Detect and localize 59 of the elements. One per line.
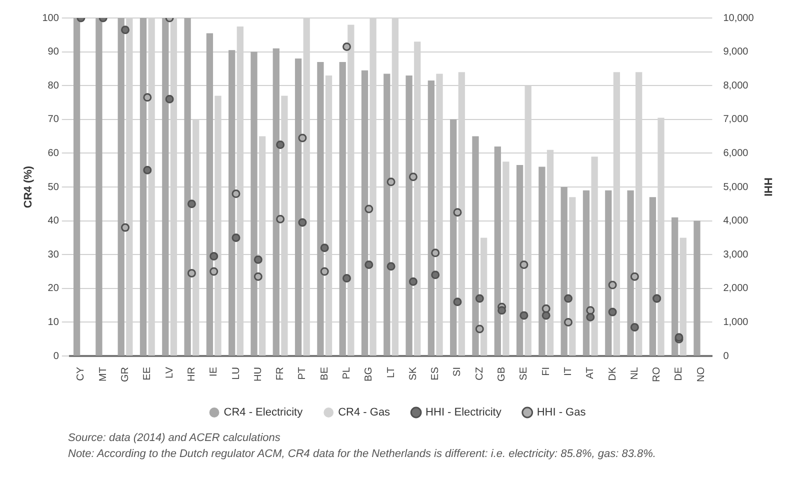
y2-tick-label: 7,000 [723, 114, 749, 126]
x-tick-label: ES [430, 366, 442, 380]
y-tick-label: 30 [48, 249, 60, 260]
x-tick-label: PT [297, 367, 308, 380]
x-tick-label: LU [230, 367, 242, 380]
x-tick-label: BG [364, 366, 375, 382]
x-tick-label: LV [164, 366, 176, 378]
legend-label: HHI - Electricity [426, 406, 502, 419]
text: Note: According to the Dutch regulator ACM, CR4 data for the Netherlands is different: i.e. electricity: 85.8%, gas: 83.8%. [68, 448, 657, 460]
y-axis-title: CR4 (%) [22, 166, 35, 208]
x-tick-label: HR [186, 367, 198, 382]
y2-tick-label: 4,000 [723, 216, 749, 227]
x-tick-label: GB [496, 366, 508, 382]
y2-tick-label: 0 [723, 350, 730, 362]
y2-tick-label: 8,000 [723, 80, 749, 92]
y-tick-label: 70 [48, 114, 60, 126]
y2-tick-label: 1,000 [723, 316, 749, 328]
y-tick-label: 40 [48, 216, 60, 227]
y-tick-label: 20 [48, 283, 60, 294]
x-tick-label: EE [142, 366, 154, 380]
x-tick-label: CY [76, 366, 87, 381]
x-tick-label: FR [275, 367, 286, 380]
y2-tick-label: 2,000 [723, 283, 749, 294]
y-tick-label: 90 [48, 46, 60, 58]
x-tick-label: AT [585, 367, 596, 380]
y2-tick-label: 9,000 [723, 46, 749, 58]
x-tick-label: LT [386, 367, 397, 378]
source-note: Source: data (2014) and ACER calculations [68, 432, 282, 444]
x-tick-label: NO [696, 366, 707, 382]
y-tick-label: 10 [48, 316, 60, 328]
x-tick-label: NL [629, 366, 640, 380]
y-tick-label: 50 [48, 182, 60, 193]
x-tick-label: DK [607, 366, 618, 381]
x-tick-label: RO [652, 366, 663, 382]
y-tick-label: 60 [48, 148, 60, 159]
legend-label: CR4 - Electricity [224, 406, 304, 419]
x-tick-label: PL [342, 366, 352, 380]
x-tick-label: MT [98, 367, 109, 382]
y2-axis-title: HHI [761, 178, 774, 196]
x-tick-label: DE [674, 366, 685, 381]
y2-tick-label: 3,000 [723, 249, 749, 260]
x-tick-label: SE [518, 366, 530, 380]
legend-label: CR4 - Gas [338, 406, 391, 419]
y-tick-label: 80 [48, 80, 60, 92]
x-tick-label: SI [452, 367, 464, 376]
x-tick-label: FI [540, 367, 552, 376]
x-tick-label: IT [562, 367, 574, 376]
x-tick-label: CZ [474, 367, 486, 380]
x-tick-label: SK [408, 366, 419, 380]
x-tick-label: BE [319, 366, 330, 380]
y-tick-label: 0 [53, 350, 60, 362]
y2-tick-label: 10,000 [723, 12, 754, 24]
legend-label: HHI - Gas [536, 406, 586, 419]
y2-tick-label: 5,000 [723, 182, 749, 193]
x-tick-label: HU [252, 367, 264, 382]
y2-tick-label: 6,000 [723, 148, 749, 159]
x-tick-label: IE [208, 366, 220, 376]
x-tick-label: GR [120, 367, 132, 382]
y-tick-label: 100 [42, 12, 60, 24]
